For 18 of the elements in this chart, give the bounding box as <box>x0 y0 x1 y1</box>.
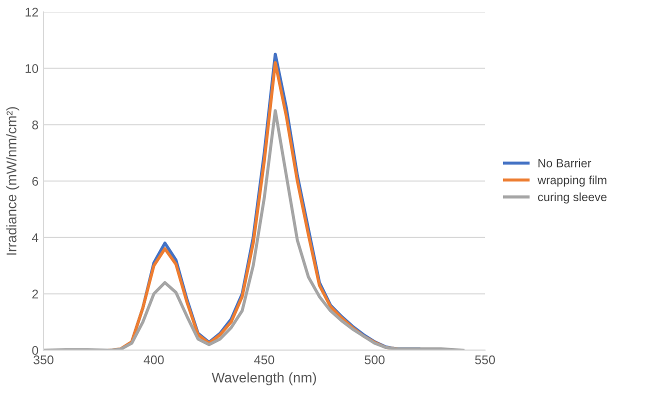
y-tick-label: 12 <box>26 8 38 16</box>
legend-label: No Barrier <box>538 158 592 168</box>
x-tick-label: 500 <box>364 355 385 364</box>
x-tick-label: 350 <box>34 355 54 364</box>
x-axis-title: Wavelength (nm) <box>212 372 316 386</box>
y-tick-label: 2 <box>32 290 38 298</box>
y-tick-label: 8 <box>32 120 38 130</box>
legend-label: curing sleeve <box>538 192 607 204</box>
y-tick-label: 0 <box>32 346 38 355</box>
y-axis-title: Irradiance (mW/nm/cm²) <box>6 107 20 255</box>
y-tick-label: 10 <box>26 64 38 73</box>
y-tick-label: 4 <box>32 233 38 242</box>
line-series <box>43 109 464 350</box>
y-tick-label: 6 <box>32 176 38 186</box>
legend-label: wrapping film <box>538 176 606 187</box>
x-tick-label: 450 <box>254 355 274 364</box>
x-tick-label: 400 <box>144 355 164 364</box>
x-tick-label: 550 <box>475 355 495 364</box>
